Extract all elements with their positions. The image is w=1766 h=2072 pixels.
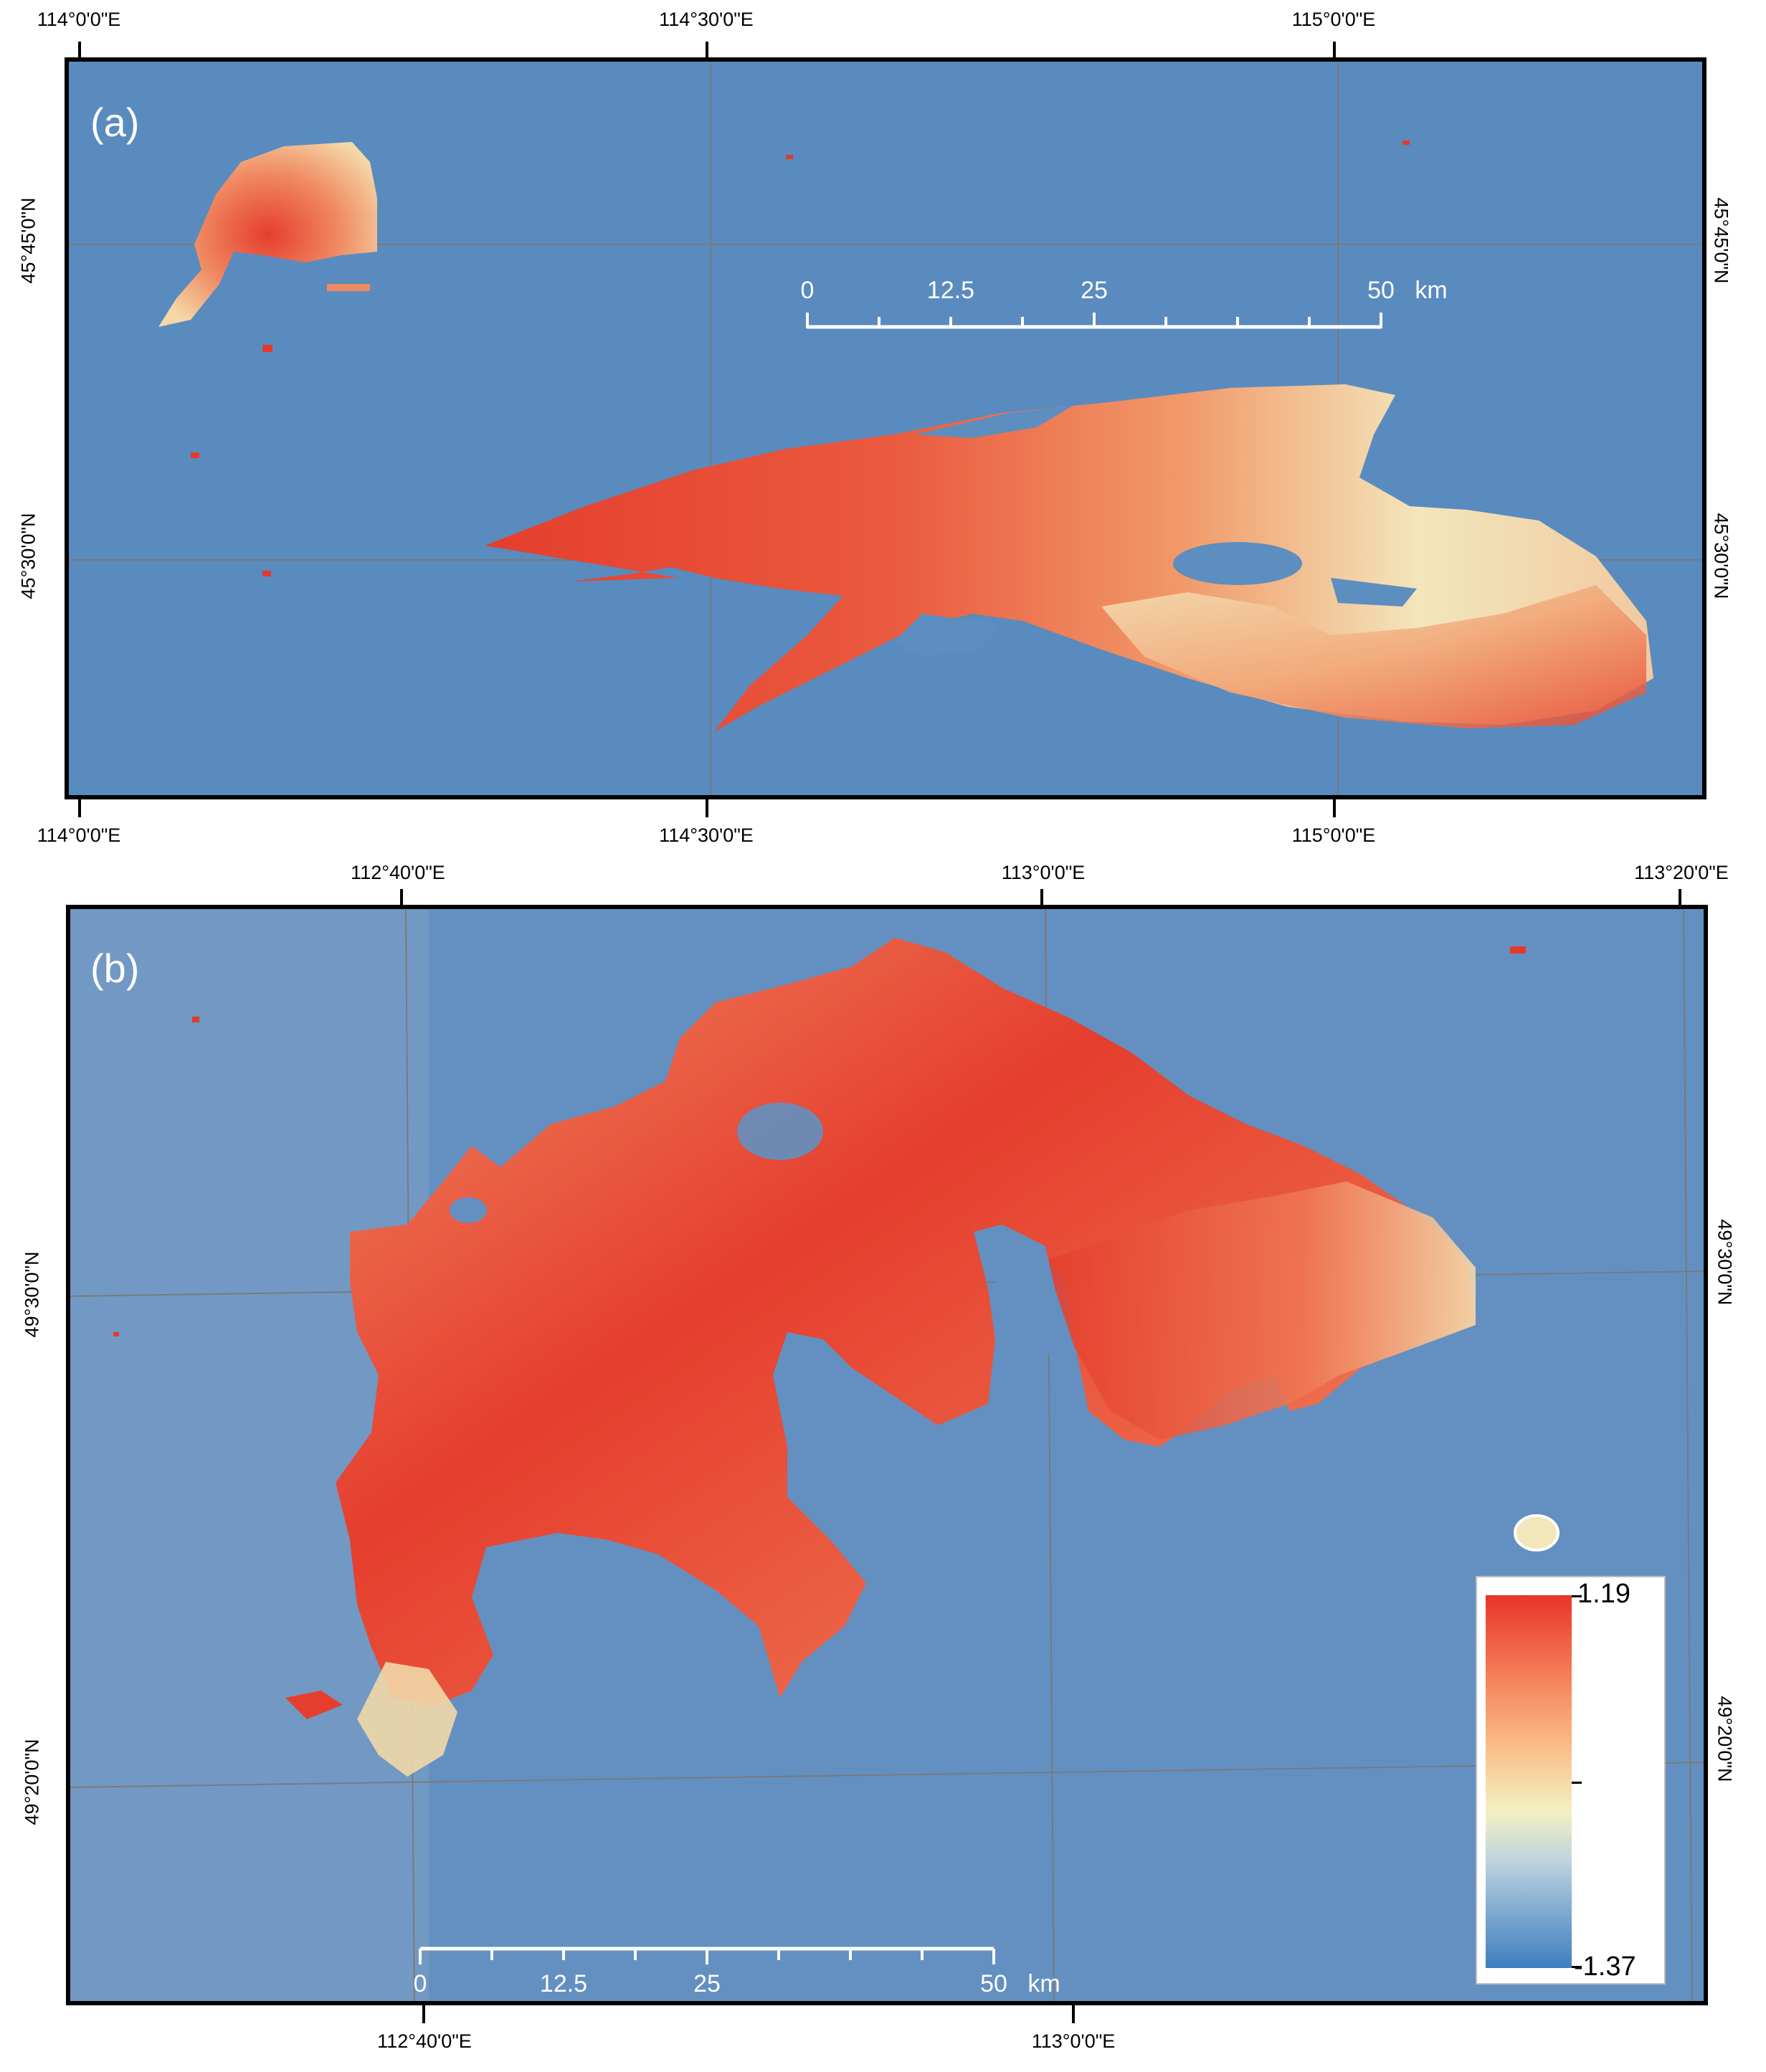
panel-a-top-tick [1333,42,1336,63]
legend-tick [1572,1782,1582,1784]
panel-a-scale-unit: km [1415,277,1447,304]
panel-a-top-tick [706,42,708,63]
panel-b-top-label-2: 113°0'0"E [1001,862,1086,883]
panel-b-letter: (b) [90,946,140,991]
panel-b-bottom-label-2: 113°0'0"E [1031,2030,1116,2052]
panel-a-right-label-1: 45°45'0"N [1710,197,1732,284]
panel-a-scale-bar: 0 12.5 25 50 km [801,277,1448,329]
panel-a-map: 0 12.5 25 50 km (a) [65,57,1706,799]
panel-b-map-svg: 0 12.5 25 50 km [70,909,1704,2001]
panel-a-left-label-2: 45°30'0"N [17,513,39,599]
legend-color-ramp [1486,1595,1572,1968]
panel-b-bottom-label-1: 112°40'0"E [377,2030,472,2052]
legend-max: 1.19 [1577,1579,1630,1609]
panel-a-top-label-2: 114°30'0"E [659,9,754,30]
panel-a-scale-25: 25 [1081,277,1108,304]
panel-b-scale-unit: km [1027,1970,1060,1997]
panel-b-top-label-3: 113°20'0"E [1634,862,1729,883]
panel-a-map-svg: 0 12.5 25 50 km [69,62,1702,795]
legend-tick [1572,1595,1582,1597]
panel-b-right-label-1: 49°30'0"N [1714,1219,1736,1306]
panel-a-scale-50: 50 [1367,277,1395,304]
panel-a-top-label-1: 114°0'0"E [37,9,121,30]
panel-a-bottom-tick [1333,797,1336,817]
legend: 1.19 -1.37 [1476,1576,1666,1985]
panel-a-scale-0: 0 [801,277,815,304]
panel-a-top-label-3: 115°0'0"E [1291,9,1376,30]
legend-tick [1572,1966,1582,1968]
panel-b-top-label-1: 112°40'0"E [351,862,445,883]
panel-b-right-label-2: 49°20'0"N [1714,1696,1736,1782]
panel-a-bottom-label-1: 114°0'0"E [37,824,121,846]
legend-min: -1.37 [1574,1952,1636,1982]
panel-b-bottom-tick [1072,2003,1075,2023]
burn-area-lobe [1101,585,1646,728]
panel-b-map: 0 12.5 25 50 km (b) 1.19 -1.37 [66,905,1708,2005]
panel-a-top-tick [78,42,81,63]
burn-area-main-b [336,938,1476,1705]
panel-a-scale-12-5: 12.5 [927,277,974,304]
burn-area-small [158,142,377,327]
panel-a-bottom-tick [706,797,708,817]
panel-b-scale-bar: 0 12.5 25 50 km [414,1947,1060,1997]
panel-a-bottom-tick [78,797,81,817]
panel-b-bottom-tick [422,2003,425,2023]
panel-b-scale-25: 25 [693,1970,721,1997]
panel-b-scale-50: 50 [980,1970,1007,1997]
panel-b-scale-12-5: 12.5 [540,1970,587,1997]
panel-b-top-tick [1679,889,1681,911]
panel-a-left-label-1: 45°45'0"N [17,197,39,284]
panel-a-bottom-label-2: 114°30'0"E [659,824,754,846]
panel-a-right-label-2: 45°30'0"N [1710,513,1732,599]
panel-a-bottom-label-3: 115°0'0"E [1291,824,1376,846]
panel-b-left-label-2: 49°20'0"N [21,1739,43,1825]
panel-a-letter: (a) [90,100,140,145]
panel-b-left-label-1: 49°30'0"N [21,1251,43,1338]
panel-b-scale-0: 0 [414,1970,427,1997]
panel-b-top-tick [1040,889,1043,911]
panel-b-top-tick [400,889,403,911]
burn-area-right-b [1045,1182,1476,1440]
